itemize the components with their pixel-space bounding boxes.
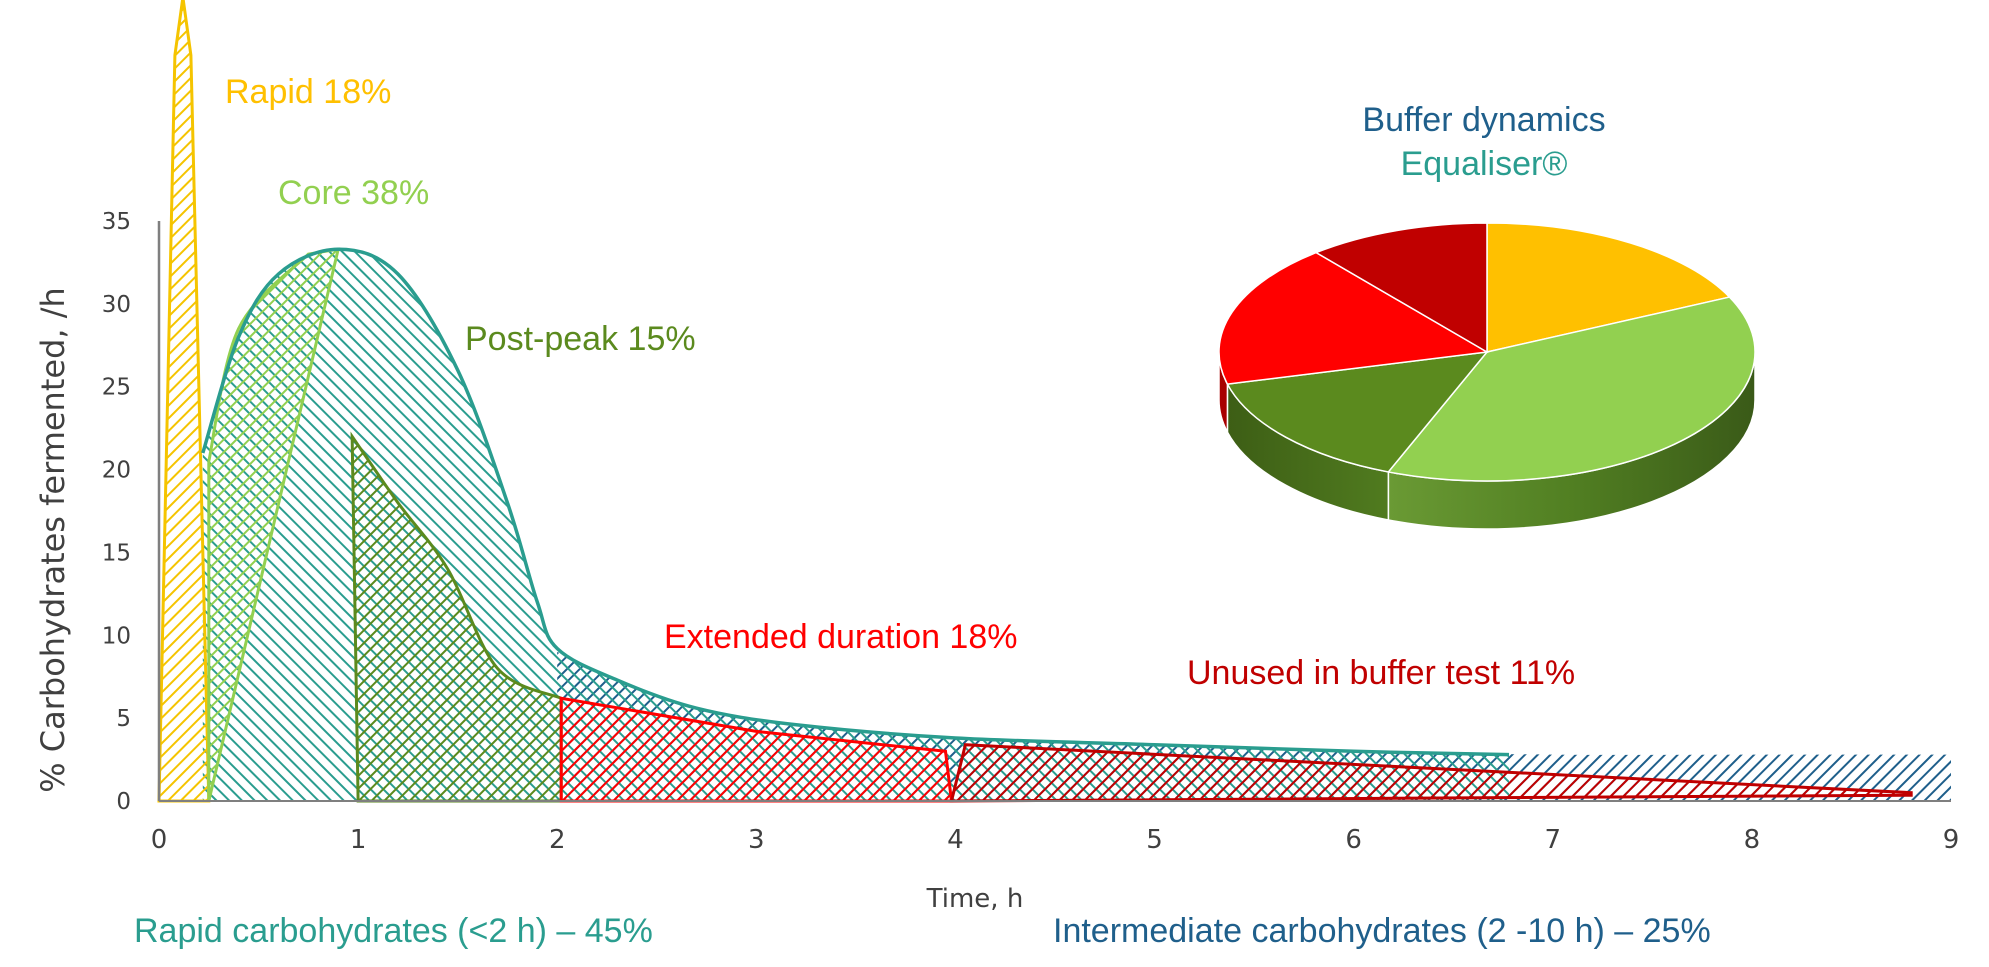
x-tick-label: 5 — [1146, 825, 1163, 855]
y-axis-title: % Carbohydrates fermented, /h — [34, 287, 72, 793]
y-tick-label: 10 — [102, 623, 131, 649]
x-tick-label: 8 — [1744, 825, 1761, 855]
envelope-curve — [201, 247, 1510, 757]
y-tick-label: 0 — [116, 789, 131, 815]
y-tick-label: 15 — [102, 540, 131, 566]
envelope-hatch-region — [202, 249, 1509, 801]
pie-slice-extended-duration — [1218, 251, 1490, 385]
y-axis-ticks: 0 5 10 15 20 25 30 35 — [102, 209, 131, 815]
x-tick-label: 4 — [947, 825, 964, 855]
rapid-region — [157, 0, 211, 803]
x-tick-label: 2 — [549, 825, 566, 855]
x-tick-label: 6 — [1345, 825, 1362, 855]
x-tick-label: 1 — [350, 825, 367, 855]
core-label: Core 38% — [278, 174, 429, 212]
pie-slice-core — [1386, 296, 1756, 482]
pie-title: Buffer dynamics — [1362, 101, 1605, 139]
unused-buffer-region — [949, 743, 1913, 803]
x-tick-label: 7 — [1545, 825, 1562, 855]
y-tick-label: 5 — [116, 706, 131, 732]
pie-slice-rapid — [1486, 222, 1731, 353]
pie-subtitle: Equaliser® — [1401, 145, 1568, 183]
y-tick-label: 25 — [102, 375, 131, 401]
extended-duration-region — [559, 696, 954, 803]
x-axis-title: Time, h — [926, 884, 1024, 914]
rapid-label: Rapid 18% — [225, 73, 391, 111]
pie-chart — [1218, 222, 1756, 530]
pie-slice-unused-in-buffer-test — [1314, 222, 1488, 354]
rapid-carbohydrates-label: Rapid carbohydrates (<2 h) – 45% — [134, 912, 653, 950]
core-region — [207, 247, 341, 802]
y-tick-label: 35 — [102, 209, 131, 235]
x-axis-ticks: 0 1 2 3 4 5 6 7 8 9 — [151, 825, 1960, 855]
y-tick-label: 20 — [102, 458, 131, 484]
unused-buffer-label: Unused in buffer test 11% — [1187, 654, 1575, 692]
post-peak-label: Post-peak 15% — [465, 320, 696, 358]
pie-slice-post-peak — [1226, 351, 1489, 473]
x-tick-label: 3 — [748, 825, 765, 855]
intermediate-carbohydrates-label: Intermediate carbohydrates (2 -10 h) – 2… — [1053, 912, 1711, 950]
x-tick-label: 9 — [1943, 825, 1960, 855]
x-tick-label: 0 — [151, 825, 168, 855]
y-tick-label: 30 — [102, 292, 131, 318]
post-peak-region — [350, 431, 563, 803]
extended-duration-label: Extended duration 18% — [664, 618, 1017, 656]
